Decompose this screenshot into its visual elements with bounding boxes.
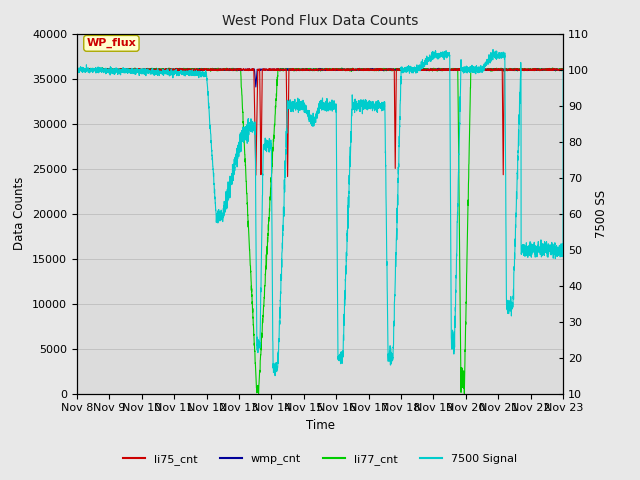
Y-axis label: Data Counts: Data Counts: [13, 177, 26, 250]
Title: West Pond Flux Data Counts: West Pond Flux Data Counts: [222, 14, 418, 28]
X-axis label: Time: Time: [305, 419, 335, 432]
Text: WP_flux: WP_flux: [86, 38, 136, 48]
Y-axis label: 7500 SS: 7500 SS: [595, 190, 607, 238]
Legend: li75_cnt, wmp_cnt, li77_cnt, 7500 Signal: li75_cnt, wmp_cnt, li77_cnt, 7500 Signal: [118, 450, 522, 469]
